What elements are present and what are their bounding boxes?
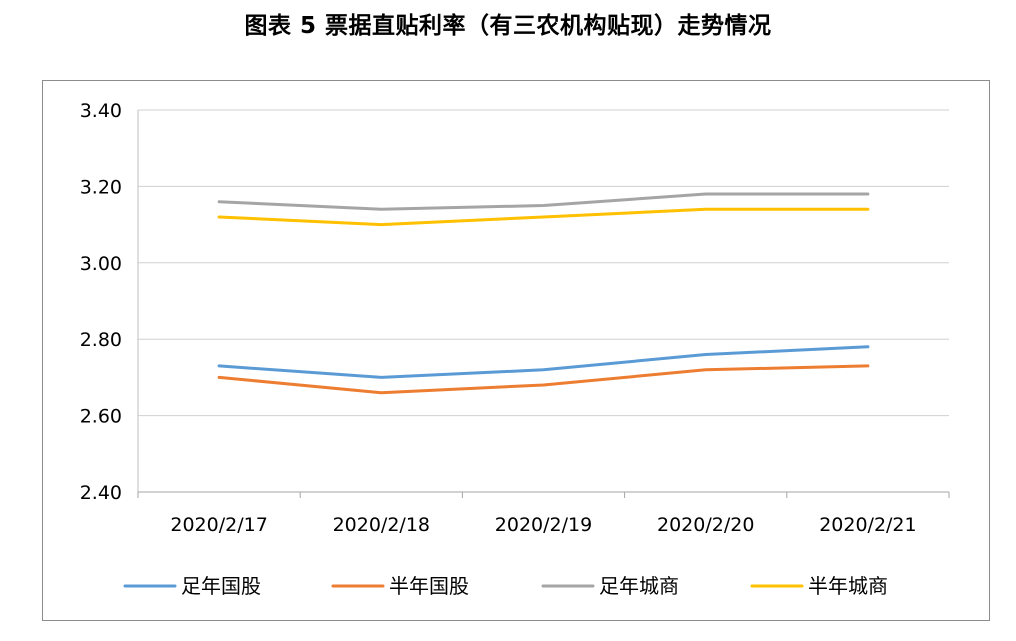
legend-label: 足年国股 [181,574,261,598]
chart-title: 图表 5 票据直贴利率（有三农机构贴现）走势情况 [244,13,772,39]
series-lines [217,192,870,395]
y-tick-label: 3.20 [80,176,122,198]
chart-area: 2.40 2.60 2.80 3.00 3.20 3.40 2020/2/17 2020/2… [42,80,990,621]
series-line-4 [217,207,870,227]
x-tick-label: 2020/2/20 [657,514,754,536]
y-tick-label: 3.00 [80,253,122,275]
x-tick-label: 2020/2/17 [170,514,267,536]
legend-label: 足年城商 [599,574,679,598]
x-axis-tick-labels: 2020/2/17 2020/2/18 2020/2/19 2020/2/20 2020… [170,514,916,536]
line-chart: 2.402.602.803.003.203.40 2020/2/17 2020/2… [80,100,950,598]
series-line-3 [217,192,870,211]
series-line-1 [217,345,870,379]
gridlines [138,109,949,417]
y-tick-label: 2.60 [80,406,122,428]
axes [137,110,950,498]
legend-label: 半年城商 [808,574,888,598]
legend-label: 半年国股 [389,574,469,598]
series-line-2 [217,364,870,395]
y-tick-label: 2.40 [80,482,122,504]
x-tick-label: 2020/2/21 [819,514,916,536]
y-axis-tick-labels: 2.40 2.60 2.80 3.00 3.20 3.40 [80,100,122,504]
x-tick-label: 2020/2/18 [333,514,430,536]
legend: 足年国股 半年国股 足年城商 半年城商 [123,574,888,598]
y-tick-label: 2.80 [80,329,122,351]
x-tick-label: 2020/2/19 [495,514,592,536]
y-tick-label: 3.40 [80,100,122,122]
